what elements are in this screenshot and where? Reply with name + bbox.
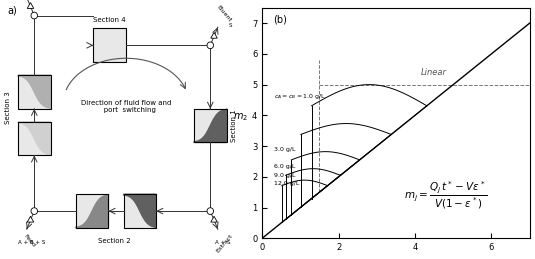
Text: 3.0 g/L: 3.0 g/L	[273, 147, 295, 152]
Text: $m_j = \dfrac{Q_j\,t^* - V\varepsilon^*}{V(1-\varepsilon^*)}$: $m_j = \dfrac{Q_j\,t^* - V\varepsilon^*}…	[404, 180, 487, 211]
Circle shape	[207, 42, 213, 49]
Text: Section 1: Section 1	[231, 109, 237, 142]
Polygon shape	[94, 28, 126, 62]
Bar	[18, 122, 51, 155]
Text: (b): (b)	[273, 15, 287, 25]
Bar	[76, 194, 109, 228]
Polygon shape	[76, 194, 109, 228]
Bar	[124, 194, 156, 228]
Y-axis label: $m_2$: $m_2$	[233, 111, 248, 123]
Bar	[194, 109, 227, 142]
Text: Direction of fluid flow and
   port  switching: Direction of fluid flow and port switchi…	[81, 100, 171, 113]
Text: A + S: A + S	[215, 240, 231, 244]
Bar	[76, 194, 109, 228]
Bar	[94, 28, 126, 62]
Bar	[194, 109, 227, 142]
Polygon shape	[194, 109, 227, 142]
Text: Eluent: Eluent	[216, 5, 232, 23]
Text: Section 4: Section 4	[94, 17, 126, 23]
Bar	[94, 28, 126, 62]
Bar	[18, 122, 51, 155]
Text: 12.0 g/L: 12.0 g/L	[273, 181, 299, 186]
Bar	[18, 75, 51, 109]
Text: 9.0 g/L: 9.0 g/L	[273, 173, 295, 178]
Polygon shape	[124, 194, 156, 227]
Polygon shape	[18, 75, 51, 108]
Bar	[18, 75, 51, 109]
Text: Section 3: Section 3	[5, 91, 11, 124]
Text: Extract: Extract	[215, 233, 233, 254]
Text: Feed: Feed	[22, 233, 36, 248]
Polygon shape	[18, 122, 51, 155]
Bar	[124, 194, 156, 228]
Text: A + B + S: A + B + S	[18, 240, 45, 244]
X-axis label: $m_3$: $m_3$	[388, 258, 403, 259]
Circle shape	[207, 208, 213, 214]
Text: a): a)	[8, 5, 18, 15]
Text: $c_A = c_B = 1.0$ g/L: $c_A = c_B = 1.0$ g/L	[273, 92, 326, 102]
Text: Linear: Linear	[421, 68, 447, 77]
Circle shape	[31, 208, 37, 214]
Text: S: S	[228, 24, 232, 28]
Text: 6.0 g/L: 6.0 g/L	[273, 163, 295, 169]
Text: Section 2: Section 2	[98, 238, 131, 244]
Circle shape	[31, 12, 37, 19]
